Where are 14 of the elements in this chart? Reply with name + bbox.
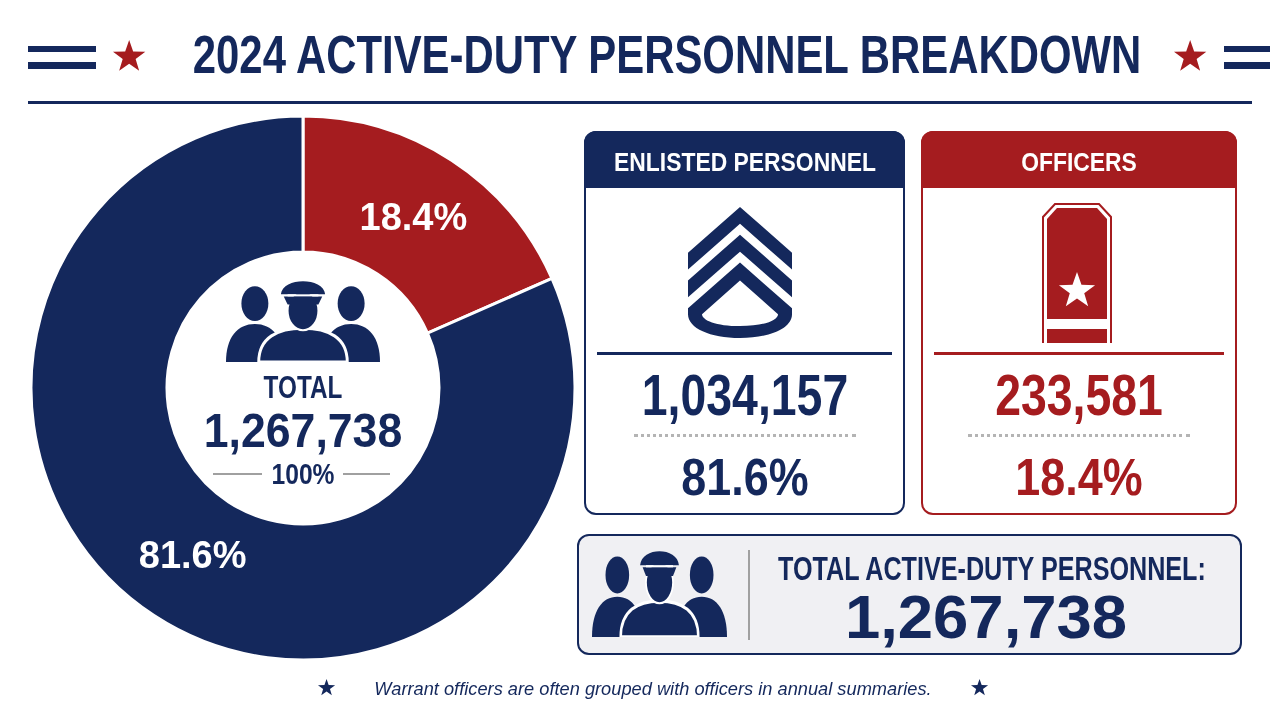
data-label: 18.4% [359,195,468,238]
text: 100% [271,457,335,490]
text: 81.6% [680,448,809,506]
chart-title: 2024 ACTIVE-DUTY PERSONNEL BREAKDOWN [192,24,1142,84]
text: 18.4% [1015,448,1143,506]
text: 1,267,738 [203,402,403,457]
text: OFFICERS [1021,147,1137,177]
donut-slice [31,116,575,660]
data-label: 81.6% [138,534,247,577]
text: TOTAL [263,369,343,405]
text: 1,034,157 [641,362,848,427]
text: ENLISTED PERSONNEL [613,147,876,177]
text: 233,581 [995,362,1163,427]
text: Warrant officers are often grouped with officers in annual summaries. [374,677,932,699]
